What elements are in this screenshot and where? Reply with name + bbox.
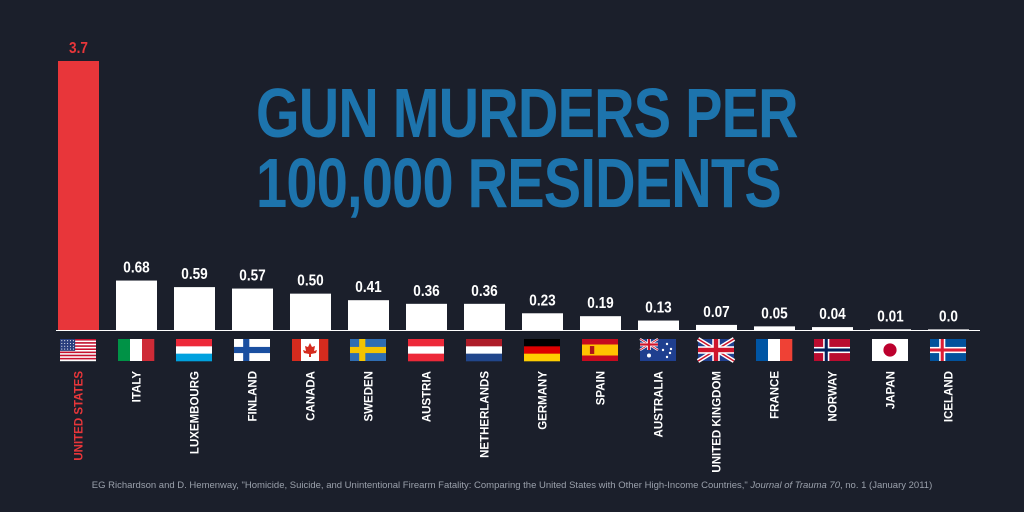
data-label: 3.7 [69, 40, 88, 57]
data-label: 0.05 [761, 305, 787, 322]
source-issue: , no. 1 (January 2011) [840, 480, 933, 491]
data-label: 0.57 [239, 268, 265, 285]
category-label: JAPAN [886, 371, 898, 409]
source-citation: EG Richardson and D. Hemenway, "Homicide… [0, 480, 1024, 491]
bar [406, 303, 447, 330]
category-label: SWEDEN [364, 371, 376, 421]
bar [754, 326, 795, 330]
bar [696, 324, 737, 330]
bar [116, 280, 157, 330]
bar [232, 288, 273, 330]
bar [870, 329, 911, 330]
category-label: AUSTRIA [422, 371, 434, 422]
data-label: 0.41 [355, 279, 381, 296]
data-label: 0.23 [529, 292, 555, 309]
bar [638, 320, 679, 330]
data-label: 0.19 [587, 295, 613, 312]
title-line-2: 100,000 RESIDENTS [256, 144, 782, 222]
bar [580, 316, 621, 330]
chart-title: GUN MURDERS PER 100,000 RESIDENTS [256, 74, 799, 222]
title-line-1: GUN MURDERS PER [256, 74, 799, 152]
us-flag-icon [60, 339, 96, 362]
sweden-flag-icon [350, 339, 386, 361]
data-label: 0.0 [939, 308, 958, 325]
data-label: 0.68 [123, 260, 149, 277]
category-label: ITALY [132, 371, 144, 403]
data-label: 0.50 [297, 273, 323, 290]
austria-flag-icon [408, 339, 444, 362]
bar [464, 303, 505, 330]
bar [928, 329, 969, 330]
data-label: 0.59 [181, 266, 207, 283]
bar [174, 287, 215, 330]
category-label: AUSTRALIA [654, 371, 666, 437]
source-journal: Journal of Trauma 70 [750, 480, 840, 491]
germany-flag-icon [524, 339, 560, 362]
category-label: NORWAY [828, 371, 840, 422]
finland-flag-icon [234, 339, 270, 361]
data-label: 0.13 [645, 300, 671, 317]
bar [812, 327, 853, 330]
iceland-flag-icon [930, 339, 966, 361]
category-label: ICELAND [944, 371, 956, 422]
category-label: UNITED STATES [74, 371, 86, 461]
category-label: GERMANY [538, 371, 550, 430]
bar [522, 313, 563, 330]
category-label: LUXEMBOURG [190, 371, 202, 454]
spain-flag-icon [582, 339, 618, 361]
category-label: FRANCE [770, 371, 782, 419]
uk-flag-icon [696, 337, 736, 363]
canada-flag-icon [292, 339, 329, 361]
bar [348, 300, 389, 330]
category-label: SPAIN [596, 371, 608, 405]
japan-flag-icon [872, 339, 908, 361]
luxembourg-flag-icon [176, 339, 212, 362]
category-label: FINLAND [248, 371, 260, 421]
france-flag-icon [756, 339, 793, 361]
data-label: 0.36 [413, 283, 439, 300]
source-text: EG Richardson and D. Hemenway, "Homicide… [91, 480, 751, 491]
category-label: CANADA [306, 371, 318, 421]
australia-flag-icon [639, 338, 676, 361]
data-label: 0.36 [471, 283, 497, 300]
category-label: UNITED KINGDOM [712, 371, 724, 473]
data-label: 0.04 [819, 306, 846, 323]
category-label: NETHERLANDS [480, 371, 492, 458]
bar [290, 293, 331, 330]
italy-flag-icon [118, 339, 155, 361]
bar [58, 61, 99, 330]
netherlands-flag-icon [466, 339, 502, 362]
data-label: 0.01 [877, 308, 903, 325]
norway-flag-icon [814, 339, 850, 361]
data-label: 0.07 [703, 304, 729, 321]
